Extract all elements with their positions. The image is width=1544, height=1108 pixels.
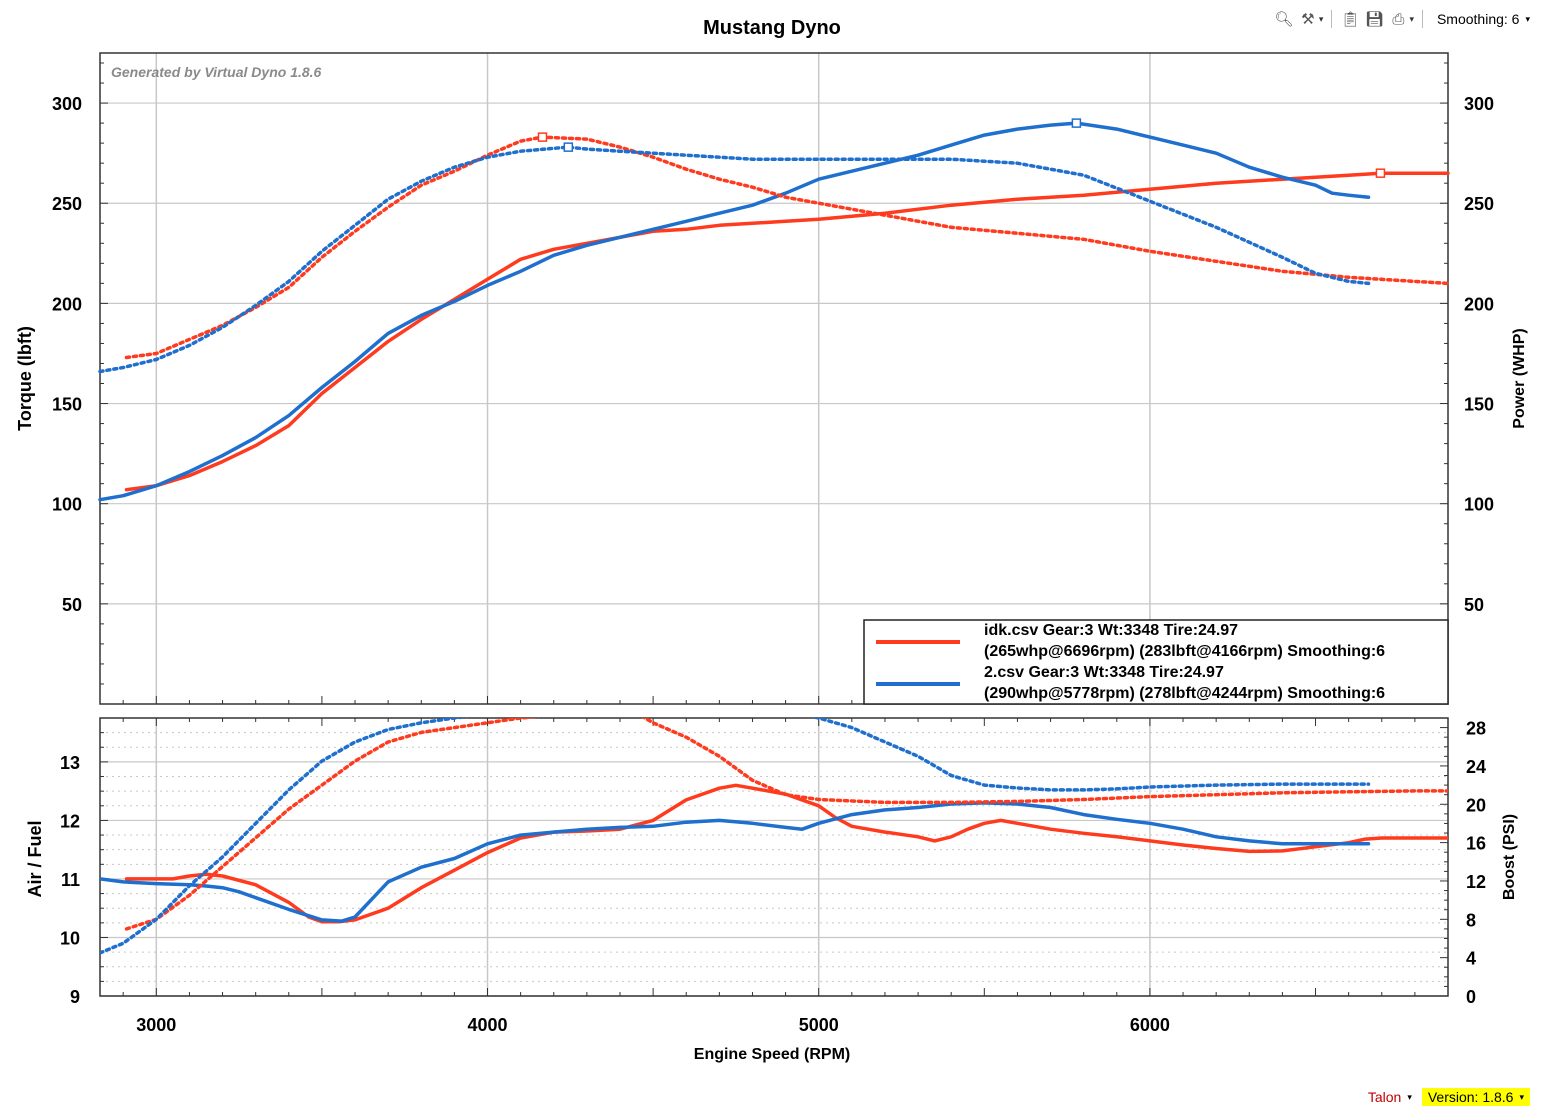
torque-tick-label: 250 (52, 194, 82, 214)
toolbar-separator (1331, 10, 1333, 28)
tools-dropdown-icon[interactable]: ▾ (1318, 13, 1324, 24)
chart-legend: idk.csv Gear:3 Wt:3348 Tire:24.97 (265whp… (863, 619, 1449, 705)
torque-tick-label: 100 (52, 495, 82, 515)
boost-tick-label: 0 (1466, 987, 1476, 1007)
torque-axis-label: Torque (lbft) (15, 326, 35, 431)
power-tick-label: 300 (1464, 94, 1494, 114)
torque-tick-label: 200 (52, 294, 82, 314)
toolbar-separator (1421, 10, 1423, 28)
smoothing-label: Smoothing: 6 (1436, 11, 1520, 27)
rpm-axis-label: Engine Speed (RPM) (694, 1046, 850, 1063)
print-dropdown-icon[interactable]: ▾ (1409, 13, 1414, 24)
boost-axis-label: Boost (PSI) (1501, 814, 1518, 900)
chevron-down-icon: ▾ (1407, 1091, 1412, 1102)
boost-tick-label: 24 (1466, 757, 1486, 777)
torque-tick-label: 300 (52, 94, 82, 114)
peak-marker (563, 142, 574, 152)
top-series-line (124, 171, 1450, 492)
airfuel-axis-label: Air / Fuel (25, 820, 45, 897)
power-tick-label: 100 (1464, 495, 1494, 515)
peak-marker (1375, 168, 1386, 178)
version-label: Version: 1.8.6 (1427, 1089, 1514, 1105)
power-tick-label: 150 (1464, 395, 1494, 415)
save-icon[interactable]: 💾︎ (1364, 11, 1384, 28)
torque-tick-label: 150 (52, 395, 82, 415)
bottom-plot-area (100, 718, 1448, 996)
rpm-tick-label: 4000 (467, 1015, 507, 1035)
chevron-down-icon: ▾ (1519, 1091, 1524, 1102)
airfuel-tick-label: 10 (60, 928, 80, 948)
legend-entry-line1: idk.csv Gear:3 Wt:3348 Tire:24.97 (984, 622, 1238, 639)
top-plot-area (100, 53, 1448, 704)
top-series-line (98, 121, 1371, 502)
airfuel-tick-label: 9 (70, 987, 80, 1007)
talon-dropdown[interactable]: Talon ▾ (1368, 1089, 1412, 1105)
top-series-line (98, 145, 1371, 374)
boost-tick-label: 20 (1466, 795, 1486, 815)
airfuel-tick-label: 11 (61, 870, 80, 890)
rpm-tick-label: 6000 (1130, 1015, 1170, 1035)
bottom-plot-frame (99, 717, 1449, 997)
power-tick-label: 200 (1464, 294, 1494, 314)
zoom-icon[interactable]: 🔍︎ (1274, 11, 1294, 28)
clipboard-icon[interactable]: 📋︎ (1340, 11, 1360, 28)
watermark-text: Generated by Virtual Dyno 1.8.6 (111, 64, 322, 80)
top-plot-frame (99, 52, 1449, 705)
tools-icon[interactable]: ⚒ (1301, 11, 1315, 28)
peak-marker (1071, 118, 1082, 128)
chart-title: Mustang Dyno (703, 17, 841, 39)
legend-entry-line1: 2.csv Gear:3 Wt:3348 Tire:24.97 (984, 664, 1224, 681)
bottom-series-line (100, 718, 1371, 955)
boost-tick-label: 8 (1466, 910, 1476, 930)
boost-tick-label: 16 (1466, 834, 1486, 854)
power-tick-label: 50 (1464, 595, 1484, 615)
bottom-series-group (100, 718, 1448, 955)
rpm-tick-label: 3000 (136, 1015, 176, 1035)
airfuel-tick-label: 13 (60, 753, 80, 773)
smoothing-dropdown[interactable]: Smoothing: 6 ▾ (1431, 11, 1536, 27)
legend-entry-line2: (290whp@5778rpm) (278lbft@4244rpm) Smoot… (984, 685, 1385, 702)
legend-entry-line2: (265whp@6696rpm) (283lbft@4166rpm) Smoot… (984, 643, 1385, 660)
bottom-series-line (124, 718, 1448, 931)
power-axis-label: Power (WHP) (1511, 328, 1528, 428)
power-tick-label: 250 (1464, 194, 1494, 214)
chevron-down-icon: ▾ (1525, 13, 1530, 24)
boost-tick-label: 28 (1466, 719, 1486, 739)
bottom-series-line (100, 801, 1371, 923)
boost-tick-label: 12 (1466, 872, 1486, 892)
chart-toolbar: 🔍︎ ⚒ ▾ 📋︎ 💾︎ ⎙ ▾ Smoothing: 6 ▾ (1273, 6, 1536, 32)
rpm-tick-label: 5000 (799, 1015, 839, 1035)
peak-marker (537, 132, 548, 142)
print-icon[interactable]: ⎙ (1392, 10, 1405, 28)
torque-tick-label: 50 (62, 595, 82, 615)
talon-label: Talon (1367, 1089, 1402, 1105)
status-bar: Talon ▾ Version: 1.8.6 ▾ (1368, 1088, 1530, 1106)
legend-box (863, 619, 1449, 705)
boost-tick-label: 4 (1466, 949, 1476, 969)
airfuel-tick-label: 12 (60, 811, 80, 831)
version-dropdown[interactable]: Version: 1.8.6 ▾ (1421, 1088, 1530, 1106)
